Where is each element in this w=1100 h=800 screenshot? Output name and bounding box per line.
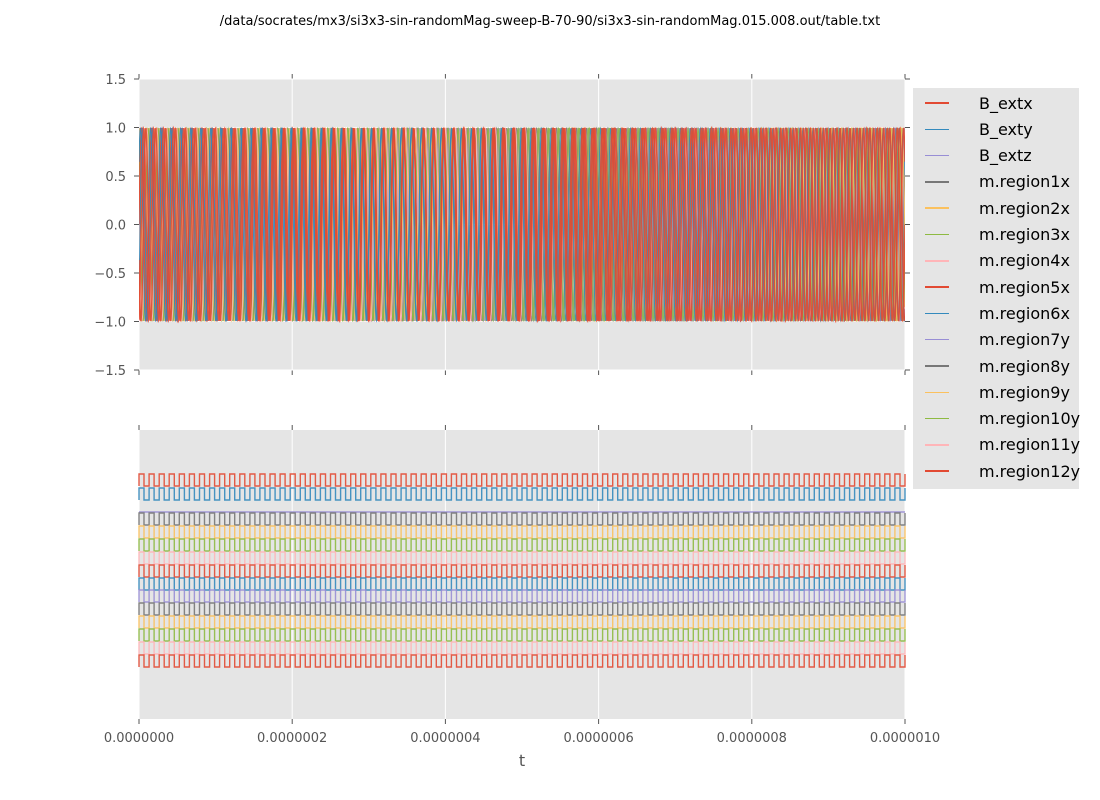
bottom-trace-12 xyxy=(138,628,906,642)
legend-label: m.region5x xyxy=(979,277,1070,297)
legend-item: m.region6x xyxy=(913,300,1070,326)
x-tick-label: 0.0000008 xyxy=(717,731,787,746)
x-tick-label: 0.0000002 xyxy=(257,731,327,746)
legend-line-swatch xyxy=(925,233,949,236)
legend-line-swatch xyxy=(925,444,949,446)
y-tick-label: −1.5 xyxy=(94,364,126,379)
legend-item: m.region9y xyxy=(913,379,1070,405)
y-tick-label: 0.0 xyxy=(105,219,126,234)
bottom-trace-9 xyxy=(138,589,906,603)
legend-label: m.region7y xyxy=(979,330,1070,350)
legend: B_extx B_exty B_extz m.region1x m.region2x m.… xyxy=(913,88,1080,489)
bottom-trace-8 xyxy=(138,577,906,591)
legend-line-swatch xyxy=(925,154,949,157)
legend-label: m.region10y xyxy=(979,409,1081,429)
bottom-trace-13 xyxy=(138,641,906,655)
y-tick-label: 0.5 xyxy=(105,170,126,185)
y-tick-label: −1.0 xyxy=(94,316,126,331)
legend-label: m.region12y xyxy=(979,461,1081,481)
bottom-trace-7 xyxy=(138,564,906,578)
bottom-trace-11 xyxy=(138,615,906,629)
legend-line-swatch xyxy=(925,338,949,341)
legend-line-swatch xyxy=(925,470,949,472)
bottom-trace-1 xyxy=(138,487,906,501)
bottom-trace-0 xyxy=(138,473,906,487)
legend-item: m.region8y xyxy=(913,353,1070,379)
legend-line-swatch xyxy=(925,102,949,104)
legend-line-swatch xyxy=(925,128,949,131)
legend-line-swatch xyxy=(925,365,949,367)
legend-label: m.region9y xyxy=(979,382,1070,402)
legend-line-swatch xyxy=(925,312,949,315)
bottom-trace-6 xyxy=(138,551,906,565)
legend-item: m.region4x xyxy=(913,248,1070,274)
bottom-series-group xyxy=(138,473,906,668)
legend-item: m.region11y xyxy=(913,432,1080,458)
legend-item: m.region5x xyxy=(913,274,1070,300)
legend-label: m.region1x xyxy=(979,172,1070,192)
x-tick-label: 0.0000006 xyxy=(563,731,633,746)
x-tick-label: 0.0000000 xyxy=(104,731,174,746)
bottom-trace-10 xyxy=(138,602,906,616)
legend-label: m.region6x xyxy=(979,303,1070,323)
legend-label: B_extz xyxy=(979,146,1032,166)
legend-label: B_exty xyxy=(979,119,1033,139)
legend-item: B_extx xyxy=(913,90,1033,116)
legend-item: m.region7y xyxy=(913,327,1070,353)
legend-label: m.region4x xyxy=(979,251,1070,271)
legend-item: m.region3x xyxy=(913,222,1070,248)
top-series-group xyxy=(139,125,905,324)
legend-line-swatch xyxy=(925,417,949,420)
legend-item: m.region12y xyxy=(913,458,1080,484)
legend-line-swatch xyxy=(925,181,949,183)
legend-item: m.region10y xyxy=(913,406,1080,432)
x-axis-label: t xyxy=(519,751,525,770)
x-tick-label: 0.0000010 xyxy=(870,731,940,746)
legend-item: m.region2x xyxy=(913,195,1070,221)
legend-line-swatch xyxy=(925,391,949,394)
legend-label: m.region11y xyxy=(979,435,1081,455)
legend-item: B_exty xyxy=(913,116,1033,142)
legend-label: B_extx xyxy=(979,93,1033,113)
y-tick-label: −0.5 xyxy=(94,267,126,282)
y-tick-label: 1.0 xyxy=(105,122,126,137)
x-tick-label: 0.0000004 xyxy=(410,731,480,746)
bottom-trace-14 xyxy=(138,654,906,668)
bottom-trace-5 xyxy=(138,538,906,552)
bottom-trace-3 xyxy=(138,512,906,526)
figure-title: /data/socrates/mx3/si3x3-sin-randomMag-s… xyxy=(219,14,881,29)
y-tick-label: 1.5 xyxy=(105,73,126,88)
series-line-m.region12y xyxy=(139,125,905,324)
legend-line-swatch xyxy=(925,260,949,262)
legend-label: m.region2x xyxy=(979,198,1070,218)
legend-label: m.region3x xyxy=(979,225,1070,244)
legend-item: B_extz xyxy=(913,143,1032,169)
legend-label: m.region8y xyxy=(979,356,1070,376)
bottom-trace-4 xyxy=(138,525,906,539)
legend-line-swatch xyxy=(925,286,949,288)
legend-line-swatch xyxy=(925,207,949,209)
legend-item: m.region1x xyxy=(913,169,1070,195)
